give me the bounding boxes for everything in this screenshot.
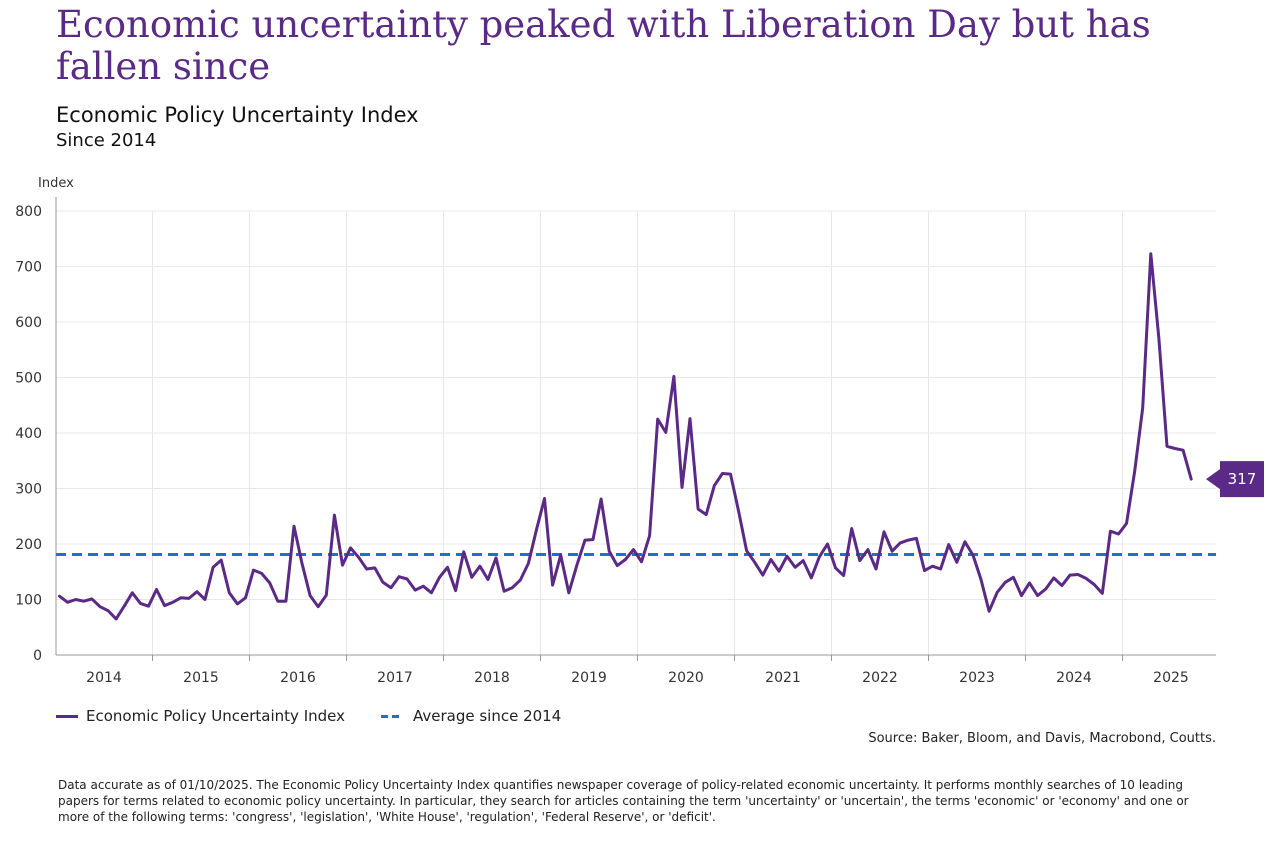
y-tick-label: 500 (15, 371, 42, 387)
chart-subtitle-period: Since 2014 (56, 130, 157, 151)
legend-swatch-dashed (381, 714, 403, 718)
y-axis-title: Index (38, 176, 74, 191)
x-tick-label: 2017 (377, 670, 413, 686)
end-value-badge (1206, 461, 1264, 498)
axes: 0 100 200 300 400 500 600 700 800 2014 2015 2016 201… (15, 176, 1216, 686)
y-tick-label: 100 (15, 593, 42, 609)
legend-item-index: Economic Policy Uncertainty Index (56, 707, 345, 725)
grid (56, 210, 1216, 656)
x-tick-label: 2016 (280, 670, 316, 686)
legend-item-average: Average since 2014 (381, 707, 561, 725)
y-tick-label: 400 (15, 426, 42, 442)
y-tick-label: 700 (15, 260, 42, 276)
legend-swatch-solid (56, 714, 78, 718)
legend: Economic Policy Uncertainty Index Averag… (56, 707, 597, 725)
x-tick-label: 2020 (668, 670, 704, 686)
line-chart: 0 100 200 300 400 500 600 700 800 2014 2015 2016 201… (15, 176, 1264, 686)
x-tick-label: 2018 (474, 670, 510, 686)
y-tick-label: 200 (15, 537, 42, 553)
y-tick-label: 600 (15, 315, 42, 331)
end-label-group: 317 (1206, 461, 1264, 498)
source-note: Source: Baker, Bloom, and Davis, Macrobo… (868, 731, 1216, 746)
chart-title: Economic uncertainty peaked with Liberat… (56, 3, 1151, 88)
end-value-label: 317 (1228, 470, 1257, 488)
y-tick-label: 300 (15, 482, 42, 498)
x-tick-label: 2025 (1153, 670, 1189, 686)
x-tick-label: 2014 (86, 670, 122, 686)
x-tick-label: 2021 (765, 670, 801, 686)
legend-label-average: Average since 2014 (413, 707, 562, 725)
index-series-line (58, 252, 1193, 621)
x-tick-label: 2023 (959, 670, 995, 686)
y-tick-label: 800 (15, 204, 42, 220)
x-tick-label: 2024 (1056, 670, 1092, 686)
x-tick-label: 2022 (862, 670, 898, 686)
x-tick-label: 2019 (571, 670, 607, 686)
x-tick-label: 2015 (183, 670, 219, 686)
y-tick-label: 0 (33, 648, 42, 664)
legend-label-index: Economic Policy Uncertainty Index (86, 707, 345, 725)
footnote: Data accurate as of 01/10/2025. The Econ… (58, 778, 1189, 824)
chart-subtitle: Economic Policy Uncertainty Index (56, 103, 419, 127)
series (56, 252, 1216, 621)
